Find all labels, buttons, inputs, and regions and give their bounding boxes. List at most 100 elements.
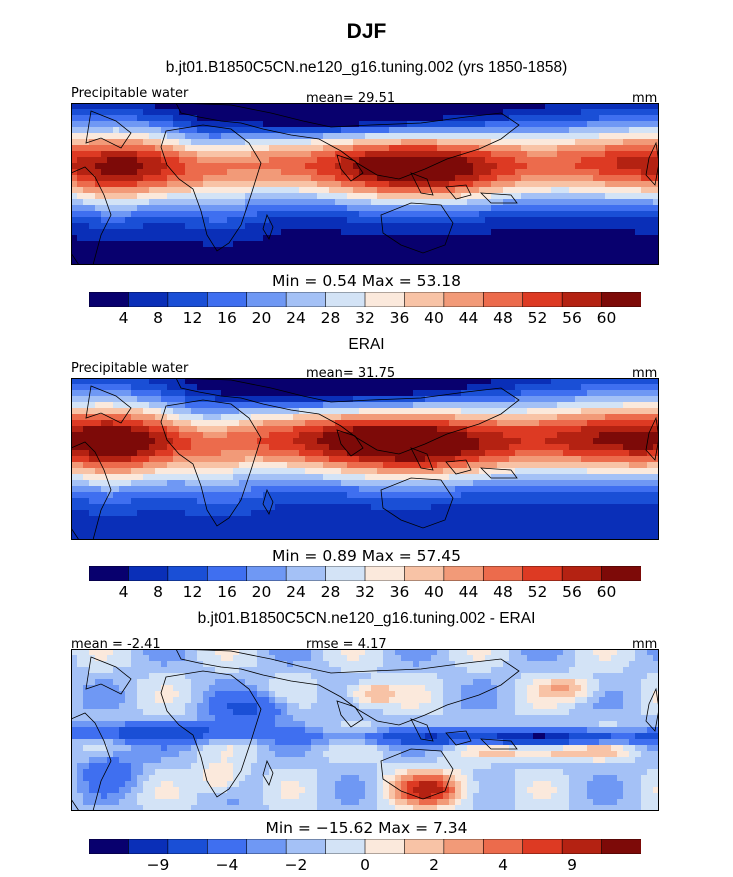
panel-3-colorbar-ticks: −9 −4 −2 0 2 4 9 [89,856,641,874]
colorbar-tick-label: 20 [251,309,272,327]
colorbar-box [89,839,130,854]
colorbar-tick-label: −2 [284,856,308,874]
colorbar-tick-label: 56 [562,309,582,327]
colorbar-box [443,839,485,854]
colorbar-box [601,566,641,581]
panel-2-mean-label: mean= 31.75 [306,366,396,381]
colorbar-box [443,292,485,307]
map-frame [71,103,659,265]
panel-3-units-label: mm [632,637,658,652]
colorbar-box [128,292,169,307]
colorbar-tick-label: 8 [153,309,163,327]
colorbar-tick-label: 8 [153,583,163,601]
panel-3-mean-label: mean = -2.41 [71,637,161,652]
panel-1-mean-label: mean= 29.51 [306,91,396,106]
colorbar-box [325,839,366,854]
colorbar-tick-label: 4 [118,583,129,601]
panel-2-units-label: mm [632,366,658,381]
panel-1-variable-label: Precipitable water [71,86,189,101]
colorbar-box [325,566,366,581]
colorbar-tick-label: 40 [424,309,444,327]
panel-1-colorbar [89,292,641,307]
colorbar-box [601,292,641,307]
colorbar-box [206,566,248,581]
panel-3-colorbar [89,839,641,854]
colorbar-tick-label: 24 [286,309,306,327]
colorbar-tick-label: 4 [118,309,129,327]
colorbar-box [601,839,641,854]
colorbar-box [285,566,327,581]
contour-fill [71,649,659,811]
panel-2-colorbar-ticks: 4 8 12 16 20 24 28 32 36 40 44 48 52 56 60 [89,583,641,601]
colorbar-box [246,839,287,854]
panel-1-units-label: mm [632,91,658,106]
panel-1-min-max: Min = 0.54 Max = 53.18 [271,272,462,290]
colorbar-box [364,292,406,307]
colorbar-tick-label: −4 [215,856,239,874]
colorbar-box [89,292,130,307]
colorbar-box [404,839,445,854]
colorbar-box [522,839,563,854]
colorbar-tick-label: 28 [320,309,341,327]
panel-1-colorbar-ticks: 4 8 12 16 20 24 28 32 36 40 44 48 52 56 60 [89,309,641,327]
panel-3-title: b.jt01.B1850C5CN.ne120_g16.tuning.002 - … [197,610,536,627]
colorbar-box [443,566,485,581]
colorbar-tick-label: 28 [320,583,341,601]
panel-3-min-max: Min = −15.62 Max = 7.34 [265,819,468,837]
colorbar-tick-label: 32 [355,583,375,601]
panel-3-rmse-label: rmse = 4.17 [306,637,387,652]
colorbar-tick-label: 44 [458,583,479,601]
colorbar-box [561,839,603,854]
colorbar-box [482,839,524,854]
colorbar-box [285,292,327,307]
panel-3-map [71,649,659,811]
colorbar-tick-label: 52 [527,583,548,601]
colorbar-box [561,566,603,581]
colorbar-box [404,292,445,307]
colorbar-tick-label: 36 [389,583,410,601]
colorbar-tick-label: 52 [527,309,548,327]
colorbar-tick-label: 48 [493,309,513,327]
colorbar-box [285,839,327,854]
colorbar-box [561,292,603,307]
coastlines [71,103,659,265]
colorbar-tick-label: 60 [596,309,617,327]
colorbar-box [246,292,287,307]
colorbar-tick-label: 24 [286,583,306,601]
panel-1-title: b.jt01.B1850C5CN.ne120_g16.tuning.002 (y… [165,59,568,76]
contour-fill [71,103,659,265]
panel-2-map [71,378,659,540]
colorbar-tick-label: 9 [567,856,577,874]
panel-1-map [71,103,659,265]
colorbar-box [167,566,209,581]
colorbar-tick-label: 4 [498,856,508,874]
coastlines [71,649,659,811]
colorbar-box [364,839,406,854]
colorbar-tick-label: 2 [429,856,439,874]
colorbar-box [522,566,563,581]
coastlines [71,378,659,540]
map-frame [71,649,659,811]
colorbar-box [522,292,563,307]
colorbar-tick-label: 0 [360,856,370,874]
colorbar-box [246,566,287,581]
colorbar-box [206,839,248,854]
colorbar-box [206,292,248,307]
colorbar-tick-label: 48 [493,583,513,601]
colorbar-tick-label: 44 [458,309,479,327]
colorbar-tick-label: 16 [217,309,237,327]
colorbar-tick-label: 36 [389,309,410,327]
colorbar-tick-label: 12 [182,309,203,327]
colorbar-box [325,292,366,307]
panel-2-min-max: Min = 0.89 Max = 57.45 [271,547,462,565]
colorbar-box [167,839,209,854]
colorbar-box [364,566,406,581]
colorbar-box [482,566,524,581]
colorbar-box [128,566,169,581]
colorbar-box [404,566,445,581]
colorbar-tick-label: 60 [596,583,617,601]
colorbar-box [167,292,209,307]
colorbar-tick-label: 12 [182,583,203,601]
panel-2-variable-label: Precipitable water [71,361,189,376]
colorbar-tick-label: 40 [424,583,444,601]
